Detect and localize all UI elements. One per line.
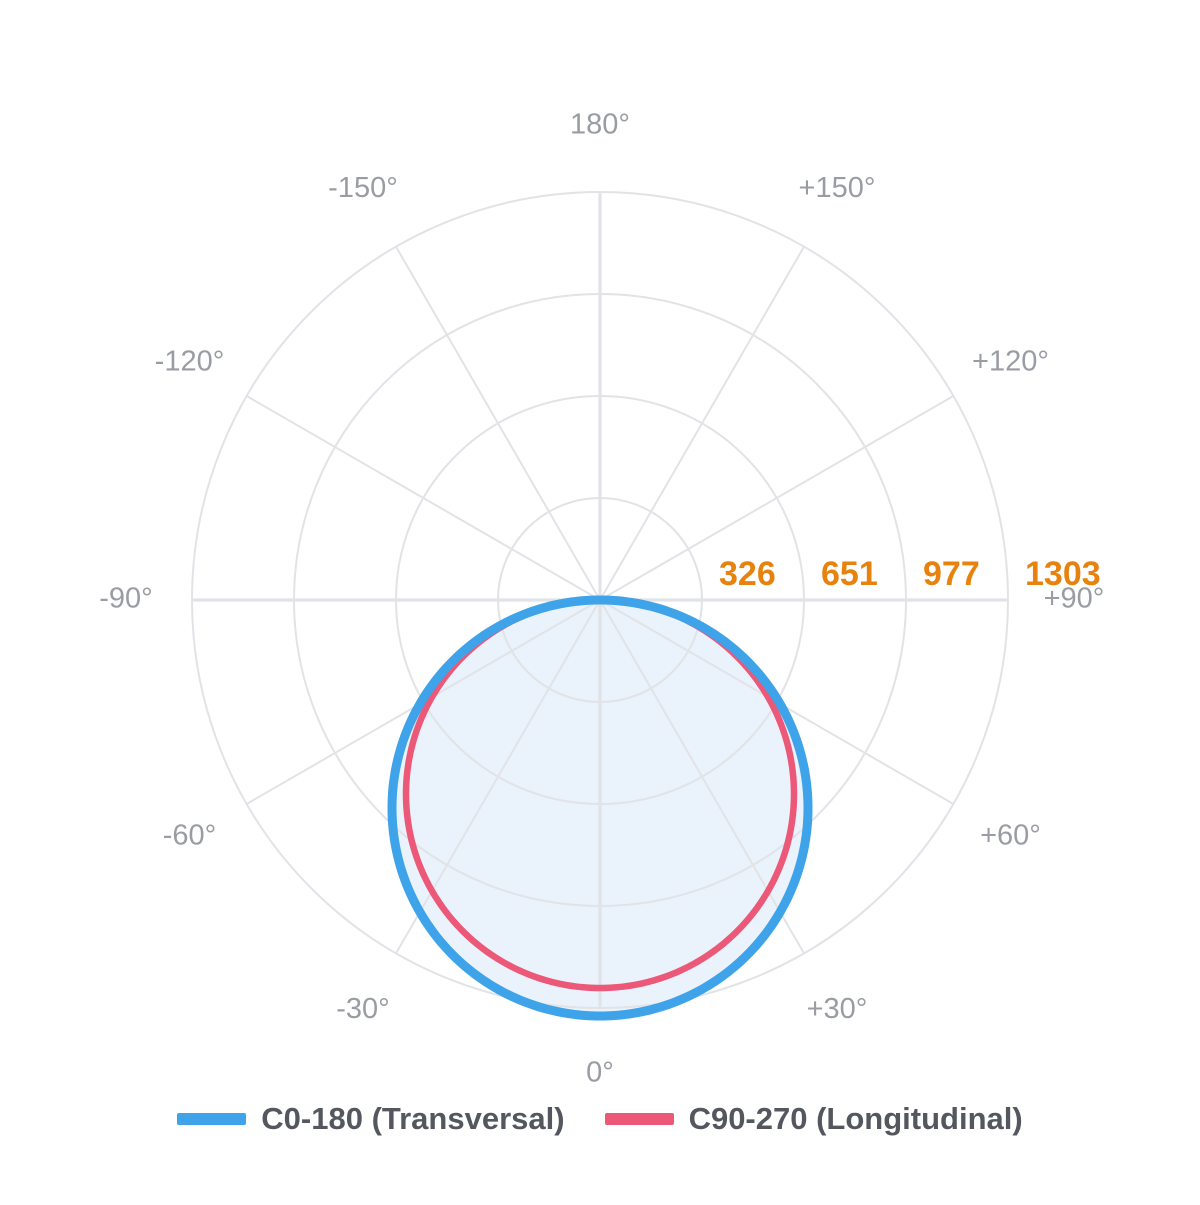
svg-text:0°: 0° [586, 1057, 614, 1089]
svg-text:-150°: -150° [328, 172, 398, 204]
svg-text:1303: 1303 [1025, 555, 1101, 593]
svg-text:+30°: +30° [807, 993, 868, 1025]
svg-text:+150°: +150° [799, 172, 876, 204]
svg-text:+120°: +120° [972, 346, 1049, 378]
svg-text:180°: 180° [570, 109, 630, 141]
svg-text:-90°: -90° [99, 583, 153, 615]
svg-text:-30°: -30° [336, 993, 390, 1025]
svg-text:-60°: -60° [163, 820, 217, 852]
svg-text:651: 651 [821, 555, 878, 593]
svg-text:326: 326 [719, 555, 776, 593]
svg-text:-120°: -120° [155, 346, 225, 378]
svg-text:+60°: +60° [980, 820, 1041, 852]
svg-text:977: 977 [923, 555, 980, 593]
